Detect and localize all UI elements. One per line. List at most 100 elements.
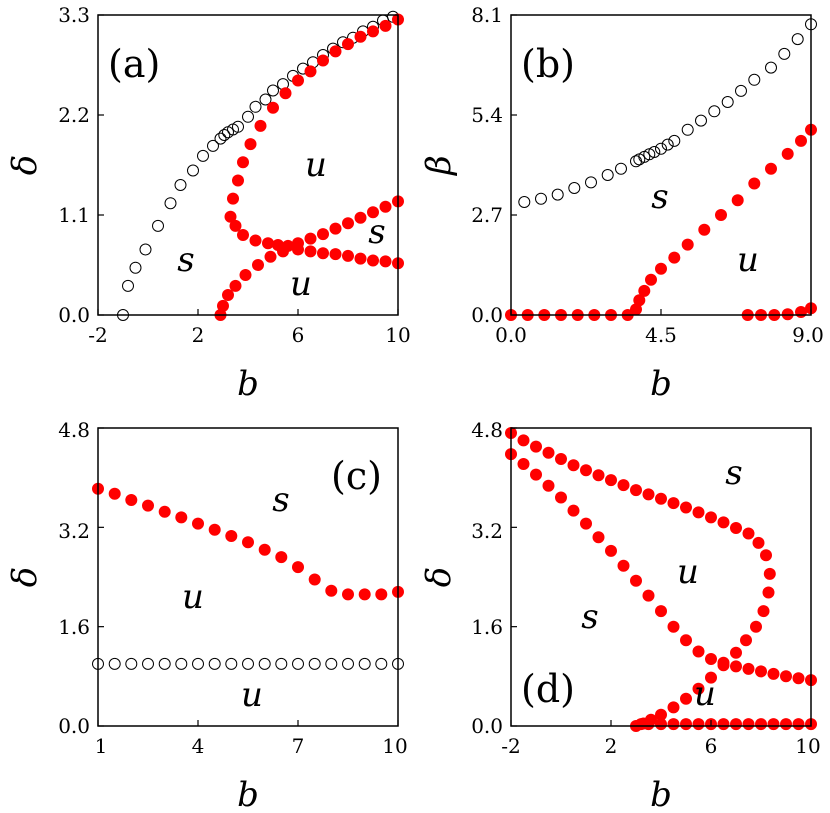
filled-data-point	[329, 248, 342, 261]
filled-data-point	[530, 468, 542, 481]
filled-data-point	[692, 718, 705, 731]
open-data-point	[721, 96, 734, 108]
filled-data-point	[317, 54, 329, 67]
filled-data-point	[329, 222, 342, 235]
filled-data-point	[755, 718, 767, 731]
open-data-point	[108, 657, 121, 670]
filled-data-point	[705, 671, 717, 684]
open-data-point	[518, 196, 531, 208]
filled-data-point	[308, 573, 321, 586]
panel-d-region-label: u	[694, 674, 716, 714]
filled-data-point	[680, 692, 692, 705]
open-data-point	[655, 142, 667, 155]
panel-b: 0.0 2.7 5.4 8.1 0.0 4.5 9.0 b β (b) s u	[419, 3, 824, 404]
filled-data-point	[638, 284, 651, 297]
panel-d-xtick: 6	[705, 734, 718, 758]
filled-data-point	[239, 269, 252, 281]
open-data-point	[308, 657, 321, 670]
panel-c-xtick: 7	[292, 734, 305, 758]
filled-data-point	[757, 605, 770, 618]
panel-b-label: (b)	[521, 42, 575, 86]
filled-data-point	[229, 219, 242, 232]
filled-data-point	[748, 177, 761, 190]
open-data-point	[152, 219, 164, 232]
panel-b-ytick: 2.7	[471, 203, 503, 227]
filled-data-point	[781, 147, 794, 160]
filled-data-point	[655, 262, 667, 275]
filled-data-point	[617, 559, 630, 572]
filled-data-point	[592, 469, 605, 482]
open-data-point	[292, 657, 304, 670]
filled-data-point	[375, 588, 388, 601]
filled-data-point	[192, 517, 204, 530]
panel-d-xlabel: b	[650, 775, 672, 813]
filled-data-point	[379, 19, 392, 32]
filled-data-point	[237, 156, 249, 169]
filled-data-point	[567, 504, 580, 517]
panel-a-ylabel: δ	[5, 155, 45, 175]
open-data-point	[267, 84, 279, 97]
filled-data-point	[317, 228, 329, 241]
open-data-point	[358, 657, 371, 670]
panel-a-region-label: s	[177, 240, 194, 280]
panel-c-ytick: 1.6	[58, 615, 90, 639]
filled-data-point	[692, 682, 705, 695]
filled-data-point	[580, 517, 592, 530]
filled-data-point	[555, 453, 567, 465]
filled-data-point	[342, 249, 354, 262]
panel-b-ytick: 8.1	[471, 3, 503, 27]
filled-data-point	[292, 243, 304, 256]
filled-data-point	[304, 245, 317, 258]
panel-c-frame	[97, 427, 399, 727]
panel-c-ylabel: δ	[5, 567, 45, 587]
filled-data-point	[342, 217, 354, 230]
filled-data-point	[630, 484, 642, 497]
open-data-point	[735, 84, 747, 97]
filled-data-point	[227, 192, 239, 205]
filled-data-point	[763, 567, 776, 580]
panel-d-region-label: s	[725, 453, 742, 493]
open-data-point	[197, 149, 209, 162]
panel-c-region-label: u	[182, 577, 204, 617]
panel-a-region-label: u	[290, 264, 312, 304]
filled-data-point	[292, 74, 304, 87]
filled-data-point	[667, 718, 680, 731]
panel-a-ticks	[97, 14, 399, 316]
panel-d-xtick: 10	[795, 734, 820, 758]
filled-data-point	[630, 574, 642, 587]
open-data-point	[681, 123, 694, 136]
open-data-point	[648, 146, 661, 158]
filled-data-point	[645, 273, 657, 286]
filled-data-point	[667, 497, 680, 510]
panel-d-ytick: 4.8	[471, 418, 503, 442]
filled-data-point	[175, 511, 188, 524]
open-data-point	[125, 657, 138, 670]
filled-data-point	[254, 119, 267, 132]
open-data-point	[174, 179, 187, 191]
panel-d: 0.0 1.6 3.2 4.8 -2 2 6 10 b δ (d) s u s …	[419, 418, 821, 813]
open-data-point	[601, 169, 614, 181]
filled-data-point	[780, 670, 792, 683]
filled-data-point	[752, 536, 765, 549]
filled-data-point	[705, 511, 717, 524]
filled-data-point	[655, 718, 667, 731]
open-data-point	[568, 182, 581, 194]
panel-a-xtick: 10	[385, 323, 410, 347]
open-data-point	[791, 33, 804, 46]
filled-data-point	[580, 464, 592, 477]
filled-data-point	[329, 45, 342, 58]
filled-data-point	[642, 488, 655, 501]
open-data-point	[208, 657, 221, 670]
panel-a-xtick: 6	[292, 323, 305, 347]
filled-data-point	[717, 718, 730, 731]
filled-data-point	[379, 255, 392, 268]
filled-data-point	[760, 549, 772, 562]
open-data-point	[325, 657, 338, 670]
filled-data-point	[555, 491, 567, 504]
filled-data-point	[264, 250, 277, 263]
open-data-point	[207, 139, 219, 152]
filled-data-point	[730, 660, 742, 673]
filled-data-point	[517, 434, 530, 447]
filled-data-point	[542, 479, 555, 492]
filled-data-point	[232, 174, 244, 187]
